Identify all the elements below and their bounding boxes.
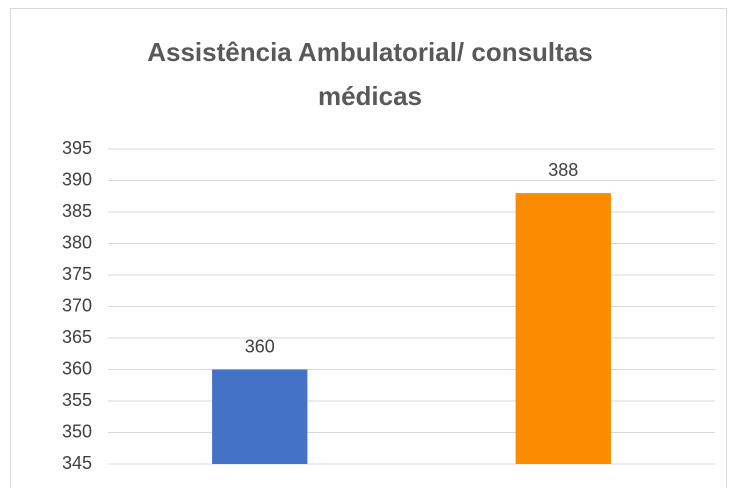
y-tick-label: 380 (62, 232, 92, 252)
y-tick-label: 355 (62, 390, 92, 410)
data-label: 388 (548, 160, 578, 180)
bar (212, 369, 308, 464)
y-tick-label: 390 (62, 169, 92, 189)
data-label: 360 (245, 336, 275, 356)
y-tick-label: 350 (62, 421, 92, 441)
y-tick-label: 385 (62, 201, 92, 221)
y-tick-label: 375 (62, 264, 92, 284)
y-tick-label: 365 (62, 327, 92, 347)
y-tick-label: 360 (62, 358, 92, 378)
y-tick-label: 345 (62, 453, 92, 473)
bar (515, 193, 611, 464)
y-tick-label: 395 (62, 138, 92, 158)
chart-border (10, 8, 727, 488)
y-tick-label: 370 (62, 295, 92, 315)
chart-title: Assistência Ambulatorial/ consultas médi… (147, 37, 593, 111)
